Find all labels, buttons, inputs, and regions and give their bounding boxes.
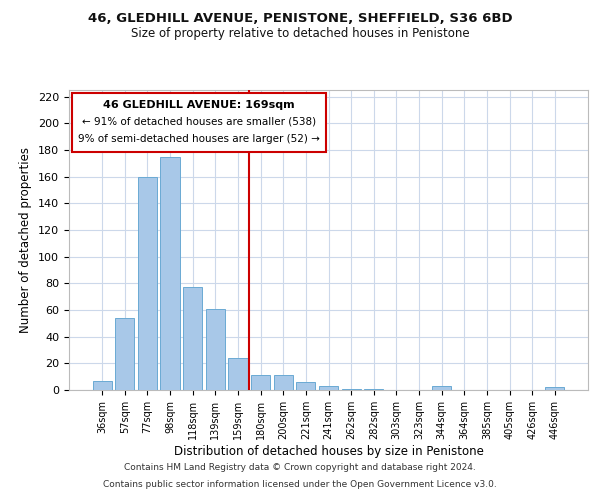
Bar <box>160 156 180 390</box>
Text: Size of property relative to detached houses in Penistone: Size of property relative to detached ho… <box>131 28 469 40</box>
Bar <box>545 388 565 390</box>
Bar <box>319 386 338 390</box>
FancyBboxPatch shape <box>71 93 326 152</box>
Text: ← 91% of detached houses are smaller (538): ← 91% of detached houses are smaller (53… <box>82 116 316 126</box>
X-axis label: Distribution of detached houses by size in Penistone: Distribution of detached houses by size … <box>173 444 484 458</box>
Text: 46, GLEDHILL AVENUE, PENISTONE, SHEFFIELD, S36 6BD: 46, GLEDHILL AVENUE, PENISTONE, SHEFFIEL… <box>88 12 512 26</box>
Text: 9% of semi-detached houses are larger (52) →: 9% of semi-detached houses are larger (5… <box>78 134 320 143</box>
Text: Contains public sector information licensed under the Open Government Licence v3: Contains public sector information licen… <box>103 480 497 489</box>
Text: 46 GLEDHILL AVENUE: 169sqm: 46 GLEDHILL AVENUE: 169sqm <box>103 100 295 110</box>
Bar <box>251 376 270 390</box>
Bar <box>432 386 451 390</box>
Bar <box>138 176 157 390</box>
Bar <box>206 308 225 390</box>
Bar <box>296 382 316 390</box>
Bar <box>229 358 248 390</box>
Y-axis label: Number of detached properties: Number of detached properties <box>19 147 32 333</box>
Bar <box>274 376 293 390</box>
Bar <box>341 388 361 390</box>
Bar <box>115 318 134 390</box>
Bar <box>92 380 112 390</box>
Text: Contains HM Land Registry data © Crown copyright and database right 2024.: Contains HM Land Registry data © Crown c… <box>124 464 476 472</box>
Bar <box>183 288 202 390</box>
Bar <box>364 388 383 390</box>
